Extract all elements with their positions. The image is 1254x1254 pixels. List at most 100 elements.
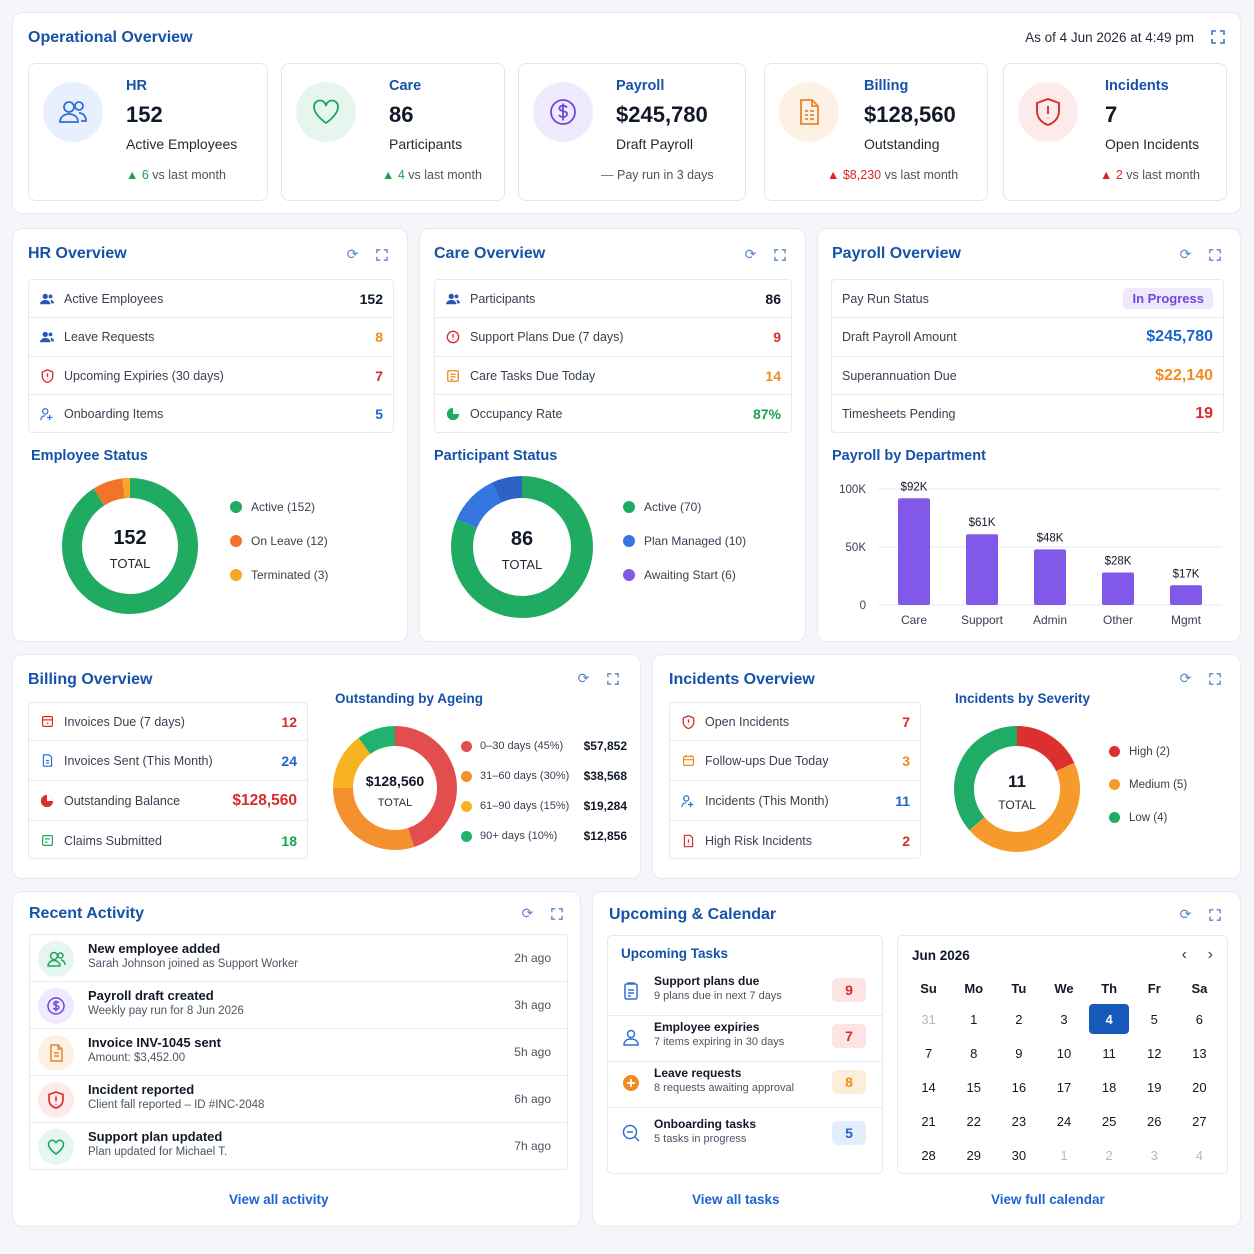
table-row[interactable]: Claims Submitted 18: [29, 821, 307, 860]
calendar-day[interactable]: 11: [1102, 1045, 1116, 1061]
calendar-day[interactable]: 8: [970, 1045, 978, 1061]
calendar-day[interactable]: 13: [1192, 1045, 1207, 1061]
chevron-right-icon[interactable]: ›: [1207, 946, 1213, 963]
table-row[interactable]: Pay Run Status In Progress: [832, 280, 1223, 318]
table-row[interactable]: High Risk Incidents 2: [670, 821, 920, 860]
table-row[interactable]: Active Employees 152: [29, 280, 393, 318]
table-row[interactable]: Follow-ups Due Today 3: [670, 741, 920, 781]
weekday-header: Fr: [1147, 980, 1161, 996]
list-item[interactable]: Incident reported Client fall reported –…: [30, 1076, 567, 1123]
task-item[interactable]: Employee expiries 7 items expiring in 30…: [608, 1016, 882, 1062]
kpi-billing[interactable]: Billing $128,560 Outstanding ▲ $8,230 vs…: [764, 63, 988, 201]
refresh-icon[interactable]: ⟳: [1179, 906, 1192, 922]
chevron-left-icon[interactable]: ‹: [1181, 946, 1187, 963]
expand-icon[interactable]: [1207, 247, 1222, 262]
employee-status-legend: Active (152) On Leave (12) Terminated (3…: [230, 490, 328, 592]
table-row[interactable]: Upcoming Expiries (30 days) 7: [29, 357, 393, 395]
y-tick-label: 0: [860, 600, 866, 612]
refresh-icon[interactable]: ⟳: [1179, 670, 1192, 686]
calendar-day[interactable]: 14: [921, 1079, 936, 1095]
table-row[interactable]: Timesheets Pending 19: [842, 405, 1213, 422]
kpi-payroll[interactable]: Payroll $245,780 Draft Payroll — Pay run…: [518, 63, 746, 201]
calendar-day[interactable]: 29: [966, 1147, 981, 1163]
calendar-day[interactable]: 3: [1060, 1011, 1068, 1027]
calendar-day[interactable]: 3: [1150, 1147, 1158, 1163]
table-row[interactable]: Incidents (This Month) 11: [670, 781, 920, 821]
view-all-tasks-link[interactable]: View all tasks: [692, 1192, 780, 1207]
calendar-day[interactable]: 20: [1192, 1079, 1207, 1095]
table-row[interactable]: Participants 86: [435, 280, 791, 318]
calendar-day[interactable]: 17: [1056, 1079, 1072, 1095]
upcoming-tasks-title: Upcoming Tasks: [621, 946, 729, 961]
calendar-day[interactable]: 7: [924, 1045, 933, 1061]
table-row[interactable]: Open Incidents 7: [670, 703, 920, 741]
calendar-day[interactable]: 1: [1060, 1147, 1068, 1163]
expand-icon[interactable]: [1207, 671, 1222, 686]
refresh-icon[interactable]: ⟳: [744, 246, 757, 262]
table-row[interactable]: Leave Requests 8: [29, 318, 393, 357]
calendar-day[interactable]: 15: [966, 1079, 981, 1095]
table-row[interactable]: Support Plans Due (7 days) 9: [435, 318, 791, 357]
task-item[interactable]: Onboarding tasks 5 tasks in progress 5: [608, 1108, 882, 1158]
refresh-icon[interactable]: ⟳: [1179, 246, 1192, 262]
expand-icon[interactable]: [549, 906, 564, 921]
recent-activity-card: Recent Activity ⟳ New employee added Sar…: [12, 891, 581, 1227]
calendar-day[interactable]: 1: [970, 1011, 978, 1027]
calendar-day[interactable]: 9: [1015, 1045, 1023, 1061]
refresh-icon[interactable]: ⟳: [577, 670, 590, 686]
calendar-day[interactable]: 27: [1192, 1113, 1207, 1129]
calendar-day[interactable]: 10: [1056, 1045, 1072, 1061]
expand-icon[interactable]: [374, 247, 389, 262]
calendar-day[interactable]: 25: [1101, 1113, 1117, 1129]
kpi-care[interactable]: Care 86 Participants ▲ 4 vs last month: [281, 63, 505, 201]
calendar-day[interactable]: 21: [921, 1113, 936, 1129]
calendar-day[interactable]: 24: [1056, 1113, 1072, 1129]
table-row[interactable]: Onboarding Items 5: [29, 395, 393, 433]
calendar-day[interactable]: 23: [1011, 1113, 1027, 1129]
calendar-day[interactable]: 6: [1195, 1011, 1204, 1027]
calendar-day[interactable]: 2: [1105, 1147, 1113, 1163]
refresh-icon[interactable]: ⟳: [521, 905, 534, 921]
calendar-day[interactable]: 4: [1195, 1147, 1204, 1163]
expand-icon[interactable]: [772, 247, 787, 262]
activity-time: 3h ago: [514, 998, 551, 1012]
table-row[interactable]: Invoices Due (7 days) 12: [29, 703, 307, 741]
participant-status-title: Participant Status: [434, 448, 558, 464]
calendar-day[interactable]: 12: [1147, 1045, 1162, 1061]
view-all-activity-link[interactable]: View all activity: [229, 1192, 329, 1207]
calendar-day[interactable]: 18: [1101, 1079, 1117, 1095]
list-item[interactable]: Support plan updated Plan updated for Mi…: [30, 1123, 567, 1170]
calendar-day[interactable]: 26: [1147, 1113, 1162, 1129]
view-full-calendar-link[interactable]: View full calendar: [991, 1192, 1105, 1207]
list-item[interactable]: New employee added Sarah Johnson joined …: [30, 935, 567, 982]
calendar-day[interactable]: 30: [1011, 1147, 1027, 1163]
calendar-day[interactable]: 19: [1147, 1079, 1162, 1095]
x-tick-label: Mgmt: [1171, 613, 1202, 627]
table-row[interactable]: Draft Payroll Amount $245,780: [832, 318, 1223, 357]
kpi-hr[interactable]: HR 152 Active Employees ▲ 6 vs last mont…: [28, 63, 268, 201]
expand-icon[interactable]: [605, 671, 620, 686]
calendar-day[interactable]: 22: [966, 1113, 981, 1129]
expand-icon[interactable]: [1211, 30, 1225, 44]
table-row[interactable]: Outstanding Balance $128,560: [29, 781, 307, 821]
calendar-day-selected[interactable]: 4: [1087, 1002, 1132, 1036]
calendar-day[interactable]: 16: [1011, 1079, 1027, 1095]
table-row[interactable]: Care Tasks Due Today 14: [435, 357, 791, 395]
expand-icon[interactable]: [1207, 907, 1222, 922]
outstanding-by-ageing-donut: $128,560 TOTAL: [333, 726, 457, 850]
task-item[interactable]: Support plans due 9 plans due in next 7 …: [608, 970, 882, 1016]
task-item[interactable]: Leave requests 8 requests awaiting appro…: [608, 1062, 882, 1108]
calendar-day[interactable]: 2: [1015, 1011, 1023, 1027]
users-icon: [43, 82, 103, 142]
refresh-icon[interactable]: ⟳: [346, 246, 359, 262]
calendar-day[interactable]: 28: [921, 1147, 936, 1163]
list-item[interactable]: Payroll draft created Weekly pay run for…: [30, 982, 567, 1029]
list-item[interactable]: Invoice INV-1045 sent Amount: $3,452.00 …: [30, 1029, 567, 1076]
calendar-day[interactable]: 31: [921, 1011, 936, 1027]
calendar-day[interactable]: 5: [1150, 1011, 1158, 1027]
incidents-stats-table: Open Incidents 7 Follow-ups Due Today 3 In…: [669, 702, 921, 859]
kpi-incidents[interactable]: Incidents 7 Open Incidents ▲ 2 vs last m…: [1003, 63, 1227, 201]
table-row[interactable]: Occupancy Rate 87%: [435, 395, 791, 433]
table-row[interactable]: Invoices Sent (This Month) 24: [29, 741, 307, 781]
table-row[interactable]: Superannuation Due $22,140: [832, 357, 1223, 395]
